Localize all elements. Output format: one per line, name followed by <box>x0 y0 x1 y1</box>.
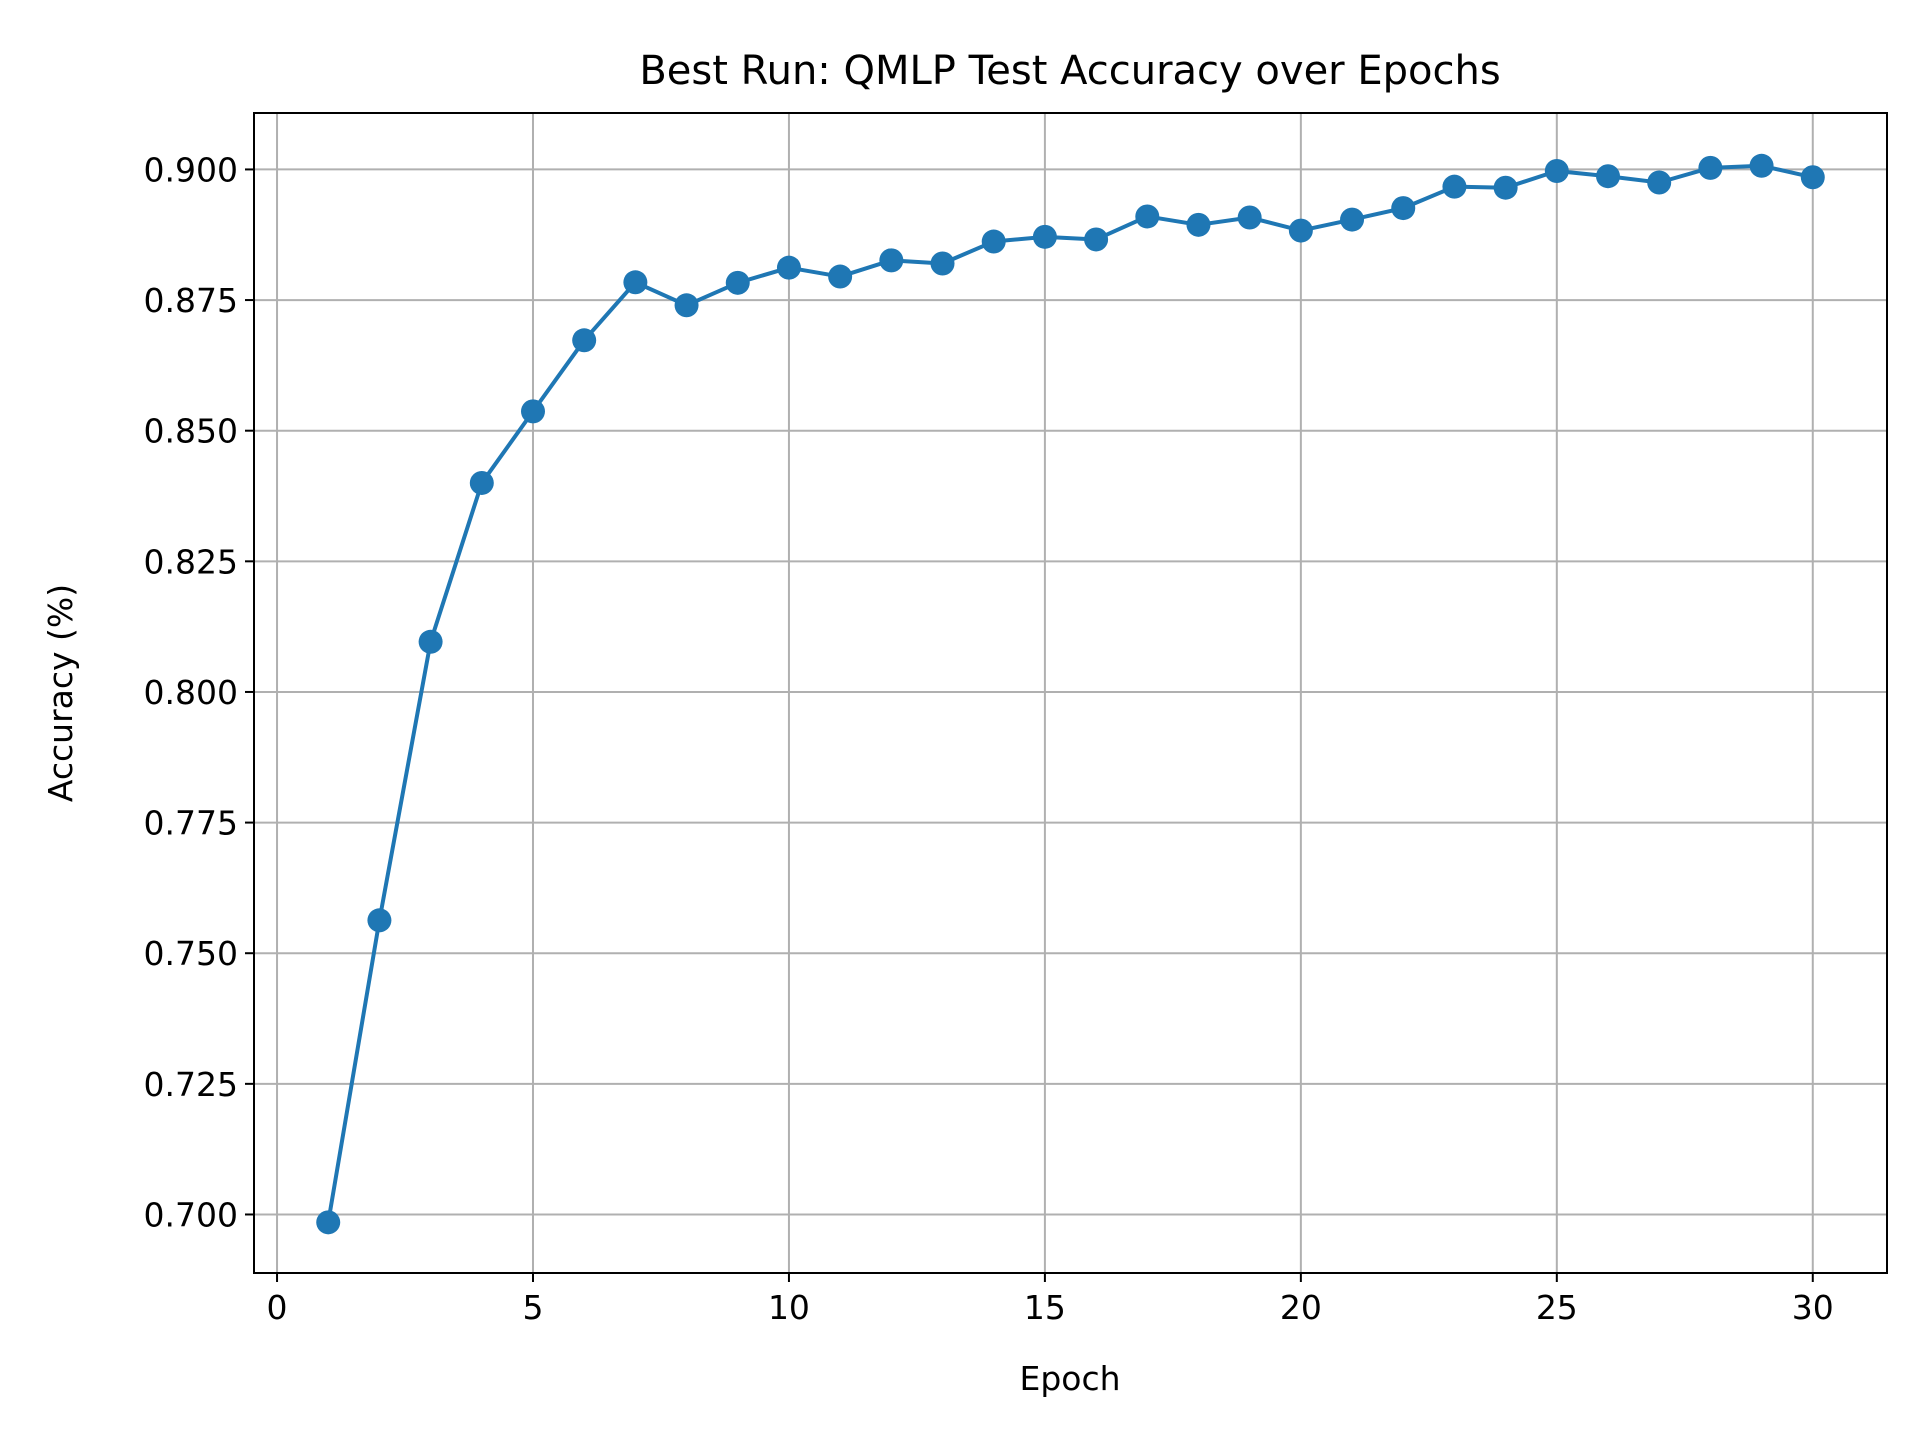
y-tick-label: 0.850 <box>144 412 238 451</box>
data-point <box>1084 227 1109 252</box>
y-tick-label: 0.800 <box>144 673 238 712</box>
x-tick-label: 25 <box>1536 1288 1578 1327</box>
x-tick-label: 20 <box>1280 1288 1322 1327</box>
data-point <box>1442 174 1467 199</box>
data-point <box>1698 155 1723 180</box>
plot-frame <box>253 112 1888 1274</box>
y-tick-label: 0.775 <box>144 804 238 843</box>
data-point <box>1749 153 1774 178</box>
data-point <box>1288 218 1313 243</box>
data-point <box>1544 159 1569 183</box>
data-point <box>981 229 1006 254</box>
data-point <box>930 251 955 276</box>
data-point <box>418 629 443 654</box>
data-point <box>725 270 750 295</box>
x-axis-label: Epoch <box>1019 1359 1120 1398</box>
data-point <box>469 470 494 495</box>
y-axis-label: Accuracy (%) <box>41 584 80 802</box>
data-point <box>1032 224 1057 249</box>
data-point <box>1391 196 1416 221</box>
series-layer <box>316 153 1825 1235</box>
data-point <box>776 255 801 280</box>
data-point <box>1135 204 1160 229</box>
data-point <box>879 248 904 273</box>
y-axis-ticks: 0.700 0.725 0.750 0.775 0.800 0.825 0.850 0.875… <box>144 150 254 1234</box>
x-axis-ticks: 0 5 10 15 20 25 30 <box>267 1273 1834 1327</box>
data-point <box>828 264 853 289</box>
data-point <box>572 328 597 353</box>
data-point <box>623 270 648 295</box>
data-point <box>1186 212 1211 237</box>
y-tick-label: 0.700 <box>144 1195 238 1234</box>
data-point <box>1493 175 1518 200</box>
y-tick-label: 0.725 <box>144 1065 238 1104</box>
grid <box>254 113 1887 1273</box>
x-tick-label: 30 <box>1792 1288 1834 1327</box>
chart-title: Best Run: QMLP Test Accuracy over Epochs <box>639 48 1500 94</box>
data-point <box>367 908 392 933</box>
x-tick-label: 15 <box>1024 1288 1066 1327</box>
x-tick-label: 0 <box>267 1288 288 1327</box>
data-point <box>316 1210 341 1235</box>
data-point <box>1800 165 1825 190</box>
data-point <box>674 293 699 318</box>
data-point <box>1647 170 1672 195</box>
data-point <box>520 399 545 424</box>
data-point <box>1237 205 1262 230</box>
x-tick-label: 10 <box>768 1288 810 1327</box>
x-tick-label: 5 <box>522 1288 543 1327</box>
y-tick-label: 0.825 <box>144 542 238 581</box>
y-tick-label: 0.750 <box>144 934 238 973</box>
data-point <box>1340 207 1365 232</box>
data-point <box>1596 164 1621 189</box>
y-tick-label: 0.875 <box>144 281 238 320</box>
y-tick-label: 0.900 <box>144 150 238 189</box>
